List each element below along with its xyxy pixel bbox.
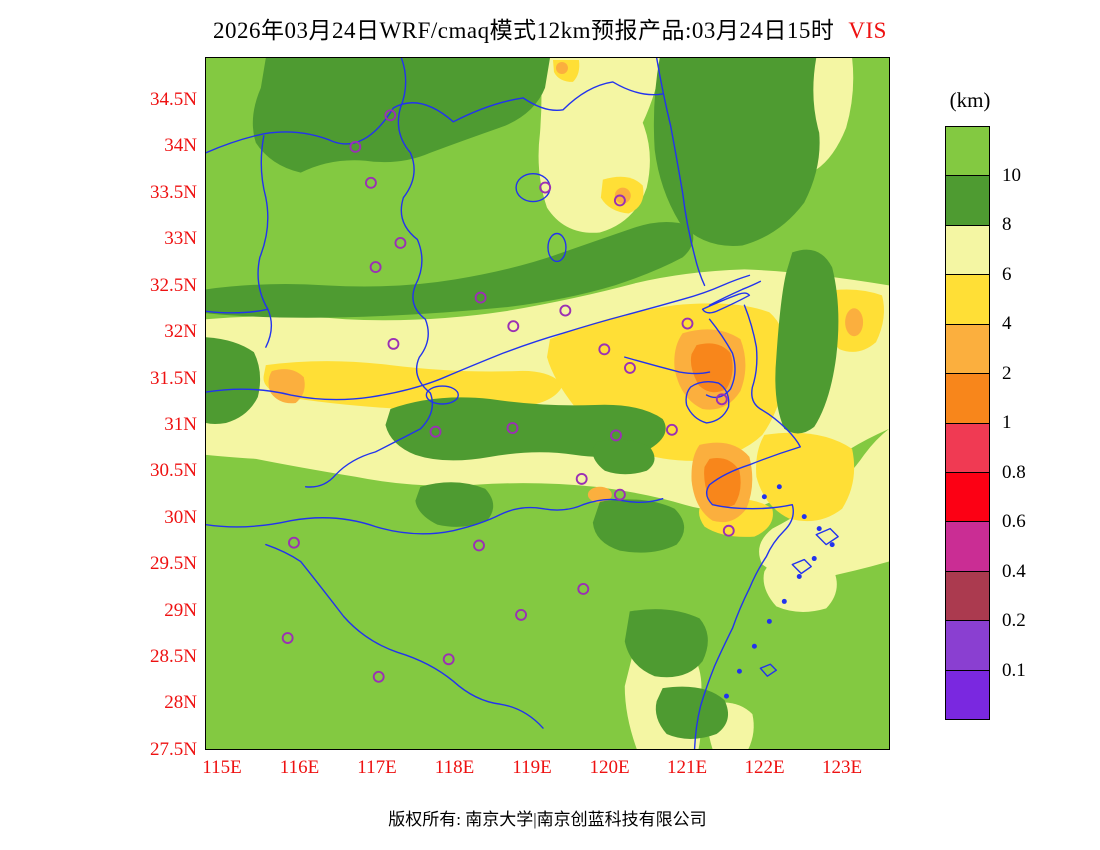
colorbar-cell [946, 323, 989, 374]
colorbar-cell [946, 669, 989, 720]
lon-tick-label: 117E [357, 757, 397, 778]
station-marker [288, 536, 300, 549]
lon-tick-label: 118E [434, 757, 475, 778]
title-text: 2026年03月24日WRF/cmaq模式12km预报产品:03月24日15时 [213, 18, 835, 43]
province-boundaries [206, 58, 801, 749]
lat-axis: 34.5N 34N 33.5N 33N 32.5N 32N 31.5N 31N 30.5N 30N… [0, 89, 197, 761]
lon-tick-label: 116E [279, 757, 320, 778]
region-group-1-2km [690, 343, 741, 508]
lon-tick-label: 123E [821, 757, 863, 778]
colorbar-cell [946, 422, 989, 472]
lat-tick-label: 30N [164, 506, 197, 528]
colorbar-cell [946, 471, 989, 522]
colorbar-tick-label: 6 [1002, 263, 1012, 285]
station-marker [613, 194, 626, 207]
lat-tick-label: 31.5N [150, 367, 197, 389]
station-marker [384, 109, 397, 122]
lat-tick-label: 28.5N [150, 646, 197, 668]
colorbar-tick-label: 0.8 [1002, 461, 1026, 483]
station-marker [722, 524, 735, 537]
title-variable-label: VIS [848, 18, 887, 43]
lon-tick-label: 121E [666, 757, 708, 778]
station-marker [429, 425, 442, 438]
colorbar-tick-label: 0.2 [1002, 610, 1026, 631]
colorbar-tick-label: 0.6 [1002, 511, 1026, 532]
colorbar-tick-label: 8 [1002, 214, 1012, 235]
lat-tick-label: 32.5N [150, 274, 197, 296]
lon-tick-label: 120E [589, 757, 630, 778]
station-marker [369, 261, 382, 274]
colorbar-cell [946, 175, 989, 225]
vis-contour-map [206, 58, 889, 749]
lon-tick-label: 122E [744, 757, 785, 778]
lat-tick-label: 31N [164, 413, 197, 435]
station-marker [610, 429, 622, 442]
station-marker [349, 140, 362, 153]
station-markers [281, 109, 735, 683]
colorbar-cell [946, 570, 989, 621]
colorbar-tick-label: 4 [1002, 313, 1012, 334]
colorbar-labels: 10 8 6 4 2 1 0.8 0.6 0.4 0.2 0.1 [1002, 126, 1062, 720]
lat-tick-label: 34.5N [150, 89, 197, 110]
station-marker [613, 488, 626, 501]
colorbar-cell [946, 127, 989, 176]
colorbar-cell [946, 224, 989, 275]
station-marker [666, 423, 678, 436]
region-group-8-10km [206, 58, 839, 740]
colorbar-tick-label: 1 [1002, 412, 1012, 433]
copyright-footer: 版权所有: 南京大学|南京创蓝科技有限公司 [388, 810, 707, 829]
station-marker [364, 176, 377, 189]
lat-tick-label: 32N [164, 321, 197, 343]
lat-tick-label: 27.5N [150, 738, 197, 760]
colorbar [945, 126, 990, 720]
colorbar-cell [946, 521, 989, 571]
station-marker [474, 291, 487, 304]
station-marker [442, 653, 455, 666]
station-marker [506, 422, 519, 434]
colorbar-tick-label: 0.4 [1002, 560, 1026, 582]
station-marker [681, 317, 694, 330]
page-title: 2026年03月24日WRF/cmaq模式12km预报产品:03月24日15时 V… [0, 11, 1100, 45]
station-marker [281, 632, 294, 644]
lon-tick-label: 115E [202, 757, 242, 778]
station-marker [539, 181, 552, 194]
lat-tick-label: 30.5N [150, 460, 197, 482]
station-marker [715, 393, 728, 406]
lon-tick-label: 119E [512, 757, 552, 778]
station-marker [577, 583, 590, 595]
lat-tick-label: 33N [164, 228, 197, 250]
colorbar-cell [946, 274, 989, 324]
colorbar-unit-label: (km) [949, 88, 991, 112]
map-frame [205, 57, 890, 750]
lon-axis: 115E 116E 117E 118E 119E 120E 121E 122E 123E [190, 757, 874, 779]
lat-tick-label: 33.5N [150, 181, 197, 203]
lat-tick-label: 34N [164, 135, 197, 157]
colorbar-tick-label: 0.1 [1002, 659, 1026, 681]
colorbar-tick-label: 2 [1002, 362, 1012, 384]
lat-tick-label: 28N [164, 692, 197, 714]
station-marker [575, 472, 588, 485]
station-marker [624, 361, 636, 374]
station-marker [507, 320, 520, 333]
colorbar-cell [946, 373, 989, 423]
station-marker [515, 608, 528, 621]
colorbar-cell [946, 620, 989, 670]
station-marker [559, 304, 572, 317]
coastal-islands [723, 484, 839, 699]
lat-tick-label: 29N [164, 599, 197, 621]
station-marker [372, 670, 385, 683]
station-marker [387, 337, 400, 350]
station-marker [598, 343, 611, 356]
station-marker [473, 539, 485, 552]
colorbar-tick-label: 10 [1002, 164, 1021, 186]
station-marker [394, 237, 407, 249]
lat-tick-label: 29.5N [150, 553, 197, 575]
